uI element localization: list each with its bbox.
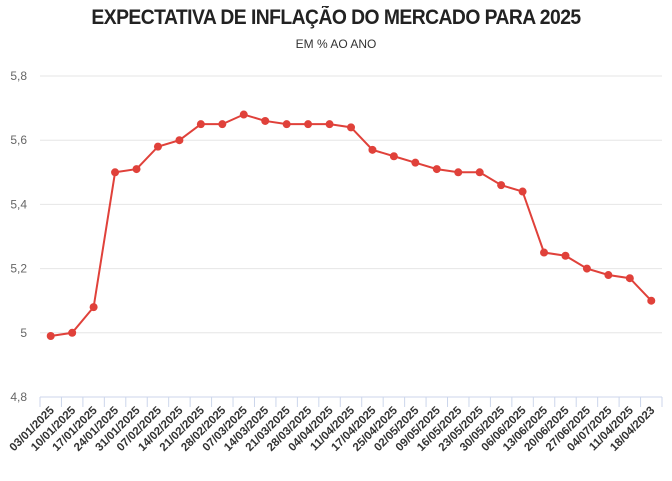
data-point [647, 296, 656, 305]
y-tick-label: 5,4 [10, 197, 27, 211]
data-point [111, 168, 120, 177]
data-point [540, 248, 549, 257]
data-point [411, 158, 420, 167]
chart-title: EXPECTATIVA DE INFLAÇÃO DO MERCADO PARA … [91, 6, 581, 29]
data-point [518, 187, 527, 196]
data-point [432, 165, 441, 174]
data-point [475, 168, 484, 177]
data-point [625, 274, 634, 283]
data-point [239, 110, 248, 119]
data-point [68, 328, 77, 337]
data-point [497, 181, 506, 190]
data-point [368, 145, 377, 154]
data-point [604, 271, 613, 280]
y-tick-label: 5 [20, 326, 27, 340]
data-point [454, 168, 463, 177]
y-tick-label: 5,2 [10, 262, 27, 276]
data-point [325, 120, 334, 129]
data-point [582, 264, 591, 273]
data-point [304, 120, 313, 129]
series-line [50, 113, 652, 337]
data-point [153, 142, 162, 151]
y-tick-label: 5,8 [10, 69, 27, 83]
data-point [282, 120, 291, 129]
data-point [46, 332, 55, 341]
data-point [389, 152, 398, 161]
data-point [175, 136, 184, 145]
data-point [347, 123, 355, 132]
data-point [196, 120, 205, 129]
data-point [561, 251, 570, 260]
data-point [132, 165, 141, 174]
chart-subtitle: EM % AO ANO [295, 37, 377, 51]
y-tick-label: 4,8 [10, 390, 27, 404]
y-tick-label: 5,6 [10, 133, 27, 147]
data-point [218, 120, 227, 129]
data-point [89, 303, 98, 312]
data-point [261, 116, 270, 125]
